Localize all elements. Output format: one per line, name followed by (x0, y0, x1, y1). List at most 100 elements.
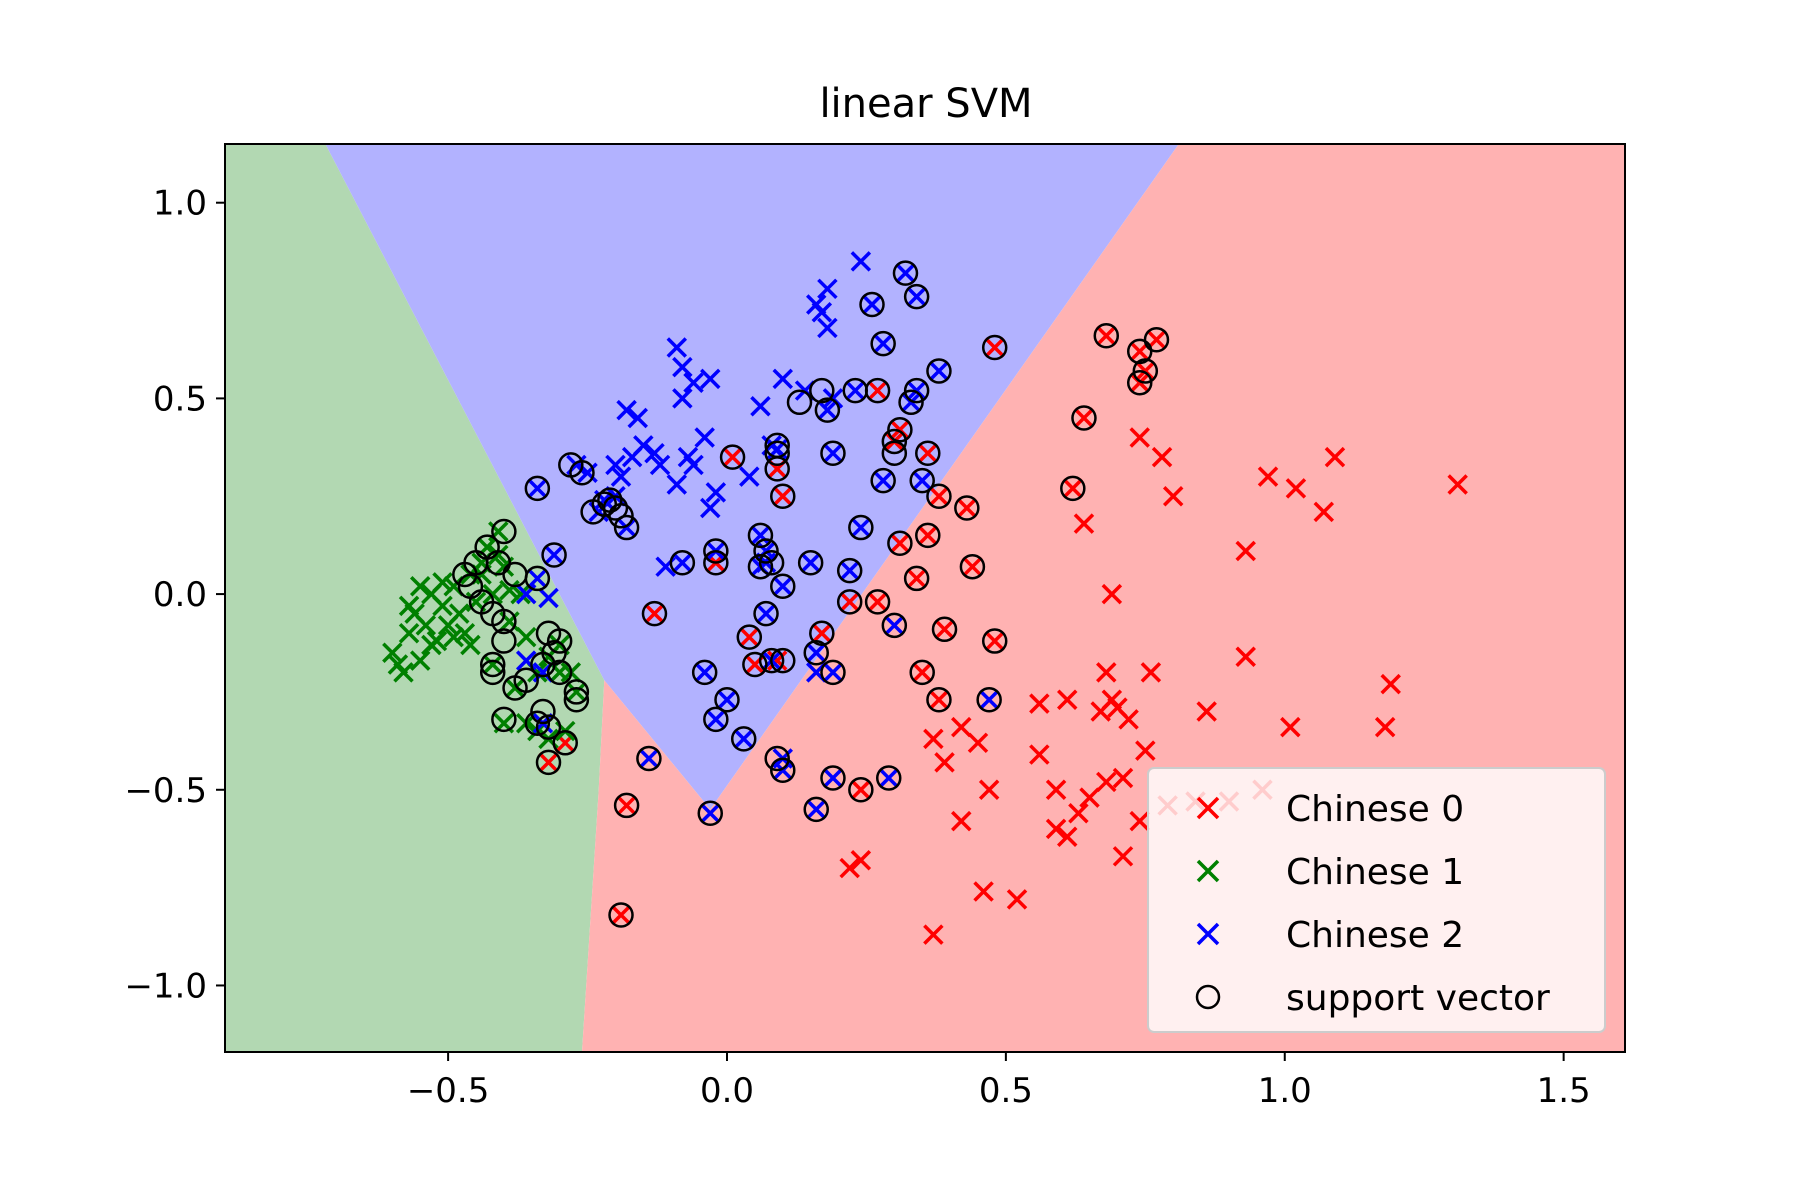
support-vector-marker (809, 620, 835, 646)
support-vector-marker (530, 698, 556, 725)
data-point (984, 337, 1005, 358)
data-point (527, 478, 548, 499)
support-vector-marker (926, 358, 952, 384)
data-point (1073, 513, 1095, 534)
data-point (683, 372, 704, 393)
support-vector-marker (641, 600, 668, 627)
data-point (766, 650, 788, 671)
data-point (460, 634, 481, 656)
y-tick-label: 0.5 (153, 379, 207, 419)
data-point (900, 392, 922, 413)
data-point (605, 454, 626, 476)
data-point (822, 662, 844, 683)
support-vector-marker (491, 706, 517, 733)
legend: Chinese 0 Chinese 1 Chinese 2 support vecto… (1147, 767, 1606, 1033)
data-point (850, 517, 872, 538)
data-point (850, 251, 872, 272)
data-point (1285, 478, 1307, 499)
support-vector-marker (703, 550, 729, 576)
support-vector-marker (809, 377, 835, 404)
support-vector-marker (608, 503, 634, 529)
data-point (638, 748, 660, 769)
support-vector-marker (764, 440, 790, 466)
data-point (850, 779, 872, 801)
data-point (627, 407, 648, 429)
support-vector-marker (848, 777, 874, 803)
support-vector-marker (613, 514, 640, 541)
data-point (1096, 662, 1117, 683)
data-point (616, 795, 637, 816)
data-point (672, 356, 693, 378)
support-vector-marker (786, 389, 813, 416)
support-vector-marker (546, 659, 573, 686)
support-vector-marker (1132, 358, 1159, 384)
data-point (421, 634, 442, 656)
support-vector-marker (563, 679, 590, 705)
data-point (978, 779, 1000, 801)
support-vector-marker (524, 475, 551, 502)
support-vector-marker (909, 659, 935, 686)
data-point (543, 544, 565, 566)
data-point (1380, 673, 1401, 695)
data-point (432, 595, 453, 617)
x-axis: −0.5 0.0 0.5 1.0 1.5 (407, 1052, 1591, 1111)
data-point (839, 560, 860, 581)
data-point (928, 360, 950, 382)
data-point (839, 857, 860, 879)
support-vector-marker (931, 616, 958, 643)
data-point (610, 466, 632, 487)
data-point (811, 302, 833, 323)
data-point (839, 591, 860, 613)
data-point (1135, 740, 1156, 761)
x-tick-label: 1.5 (1537, 1071, 1591, 1111)
support-vector-marker (636, 745, 662, 772)
data-point (527, 568, 548, 589)
support-vector-marker (836, 589, 863, 615)
support-vector-marker (887, 416, 913, 443)
data-point (1129, 810, 1150, 832)
data-point (1079, 787, 1100, 808)
data-point (482, 583, 503, 605)
data-point (1056, 826, 1078, 847)
support-vector-marker (903, 283, 930, 310)
y-tick-label: 1.0 (153, 184, 207, 224)
support-vector-marker (1060, 475, 1086, 502)
data-point (817, 278, 838, 300)
support-vector-marker (820, 765, 846, 791)
data-point (923, 924, 944, 945)
data-point (432, 572, 453, 593)
data-point (984, 630, 1005, 652)
support-vector-marker (1143, 326, 1170, 353)
data-point (951, 716, 972, 738)
support-vector-marker (892, 260, 919, 286)
data-point (1029, 744, 1050, 765)
support-vector-marker (697, 800, 724, 827)
legend-label: Chinese 1 (1286, 852, 1464, 893)
data-point (666, 474, 688, 495)
support-vector-marker (552, 730, 578, 756)
support-vector-marker (903, 377, 930, 404)
support-vector-marker (870, 330, 896, 357)
support-vector-marker (1126, 369, 1153, 396)
data-point (1112, 767, 1134, 789)
data-point (861, 294, 883, 315)
support-vector-marker (764, 456, 790, 482)
data-point (962, 556, 983, 577)
support-vector-marker (764, 745, 790, 772)
data-point (1118, 709, 1139, 730)
data-point (700, 497, 721, 519)
x-tick-label: −0.5 (407, 1071, 490, 1111)
support-vector-marker (491, 628, 517, 654)
support-vector-marker (491, 518, 517, 545)
support-vector-marker (820, 659, 846, 686)
data-point (1062, 478, 1084, 499)
data-point (928, 486, 950, 507)
support-vector-marker (959, 553, 986, 580)
data-point (1129, 372, 1150, 393)
legend-marker (1196, 796, 1220, 820)
y-tick-label: −0.5 (124, 771, 207, 811)
data-point (382, 642, 403, 664)
data-point (644, 442, 665, 464)
support-vector-marker (909, 467, 935, 494)
data-point (616, 399, 637, 421)
